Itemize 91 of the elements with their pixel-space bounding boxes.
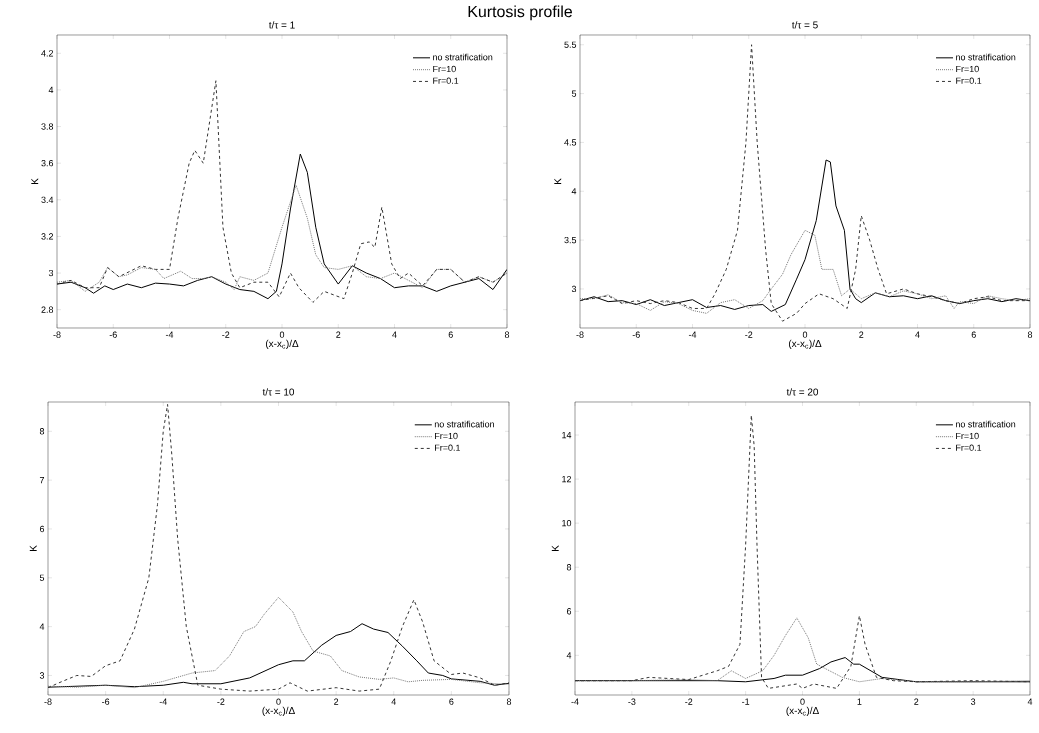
y-axis-title: K [554, 178, 562, 185]
x-tick-label: -3 [628, 698, 636, 705]
y-tick-label: 6 [39, 525, 45, 533]
legend-label: Fr=10 [956, 432, 979, 440]
y-tick-label: 3.5 [564, 236, 577, 244]
y-tick-label: 4.2 [41, 50, 54, 57]
y-tick-label: 3 [39, 672, 45, 679]
x-tick-label: 0 [276, 698, 281, 705]
x-tick-label: 6 [971, 331, 976, 338]
x-tick-label: 2 [859, 331, 864, 338]
y-tick-label: 8 [566, 564, 572, 571]
y-tick-label: 14 [562, 431, 572, 439]
x-tick-label: -4 [688, 331, 697, 338]
y-tick-label: 4 [39, 623, 45, 630]
chart-title: t/τ = 5 [791, 21, 818, 29]
x-tick-label: 8 [504, 331, 510, 338]
legend-label: Fr=10 [435, 432, 458, 440]
legend-label: no stratification [956, 53, 1016, 61]
x-tick-label: -6 [102, 698, 110, 705]
x-tick-label: -2 [685, 698, 693, 705]
x-tick-label: 4 [391, 698, 396, 705]
x-tick-label: 0 [800, 698, 805, 705]
x-tick-label: -1 [742, 698, 750, 705]
y-axis-title: K [551, 545, 559, 552]
legend-label: no stratification [433, 53, 493, 61]
x-axis-title: (x-x$_{c}$)/Δ [265, 339, 299, 349]
y-tick-label: 3.2 [41, 233, 54, 240]
y-axis-title: K [31, 178, 39, 185]
y-tick-label: 3 [48, 269, 54, 277]
legend-label: no stratification [434, 420, 494, 428]
line-series [48, 403, 509, 692]
chart-title: t/τ = 1 [268, 21, 295, 29]
y-tick-label: 3 [571, 285, 577, 293]
x-tick-label: 3 [970, 698, 976, 705]
legend-label: no stratification [956, 420, 1016, 428]
x-tick-label: -2 [217, 698, 225, 705]
legend-label: Fr=10 [433, 65, 456, 73]
x-axis-title: (x-x$_{c}$)/Δ [786, 706, 819, 716]
x-tick-label: 2 [336, 331, 341, 338]
chart-title: t/τ = 10 [262, 388, 295, 396]
legend-label: Fr=0.1 [433, 77, 459, 84]
x-tick-label: 8 [506, 698, 512, 705]
y-tick-label: 4 [48, 86, 54, 94]
text: Kurtosis profile [468, 5, 572, 21]
legend-label: Fr=10 [956, 65, 979, 73]
y-tick-label: 5 [571, 90, 577, 97]
x-tick-label: 4 [1027, 698, 1033, 705]
x-tick-label: -6 [632, 331, 640, 338]
x-tick-label: 2 [334, 698, 339, 705]
y-tick-label: 2.8 [41, 306, 54, 313]
x-tick-label: -2 [222, 331, 230, 338]
x-tick-label: 4 [392, 331, 397, 338]
y-tick-label: 12 [562, 475, 572, 483]
line-series [48, 596, 509, 689]
x-tick-label: 1 [857, 698, 862, 705]
line-series [580, 229, 1031, 314]
y-tick-label: 5 [39, 574, 45, 581]
legend-label: Fr=0.1 [435, 444, 461, 451]
chart-title: t/τ = 20 [786, 388, 819, 396]
y-tick-label: 4.5 [564, 139, 577, 146]
legend-label: Fr=0.1 [956, 77, 982, 84]
x-tick-label: -8 [53, 331, 61, 338]
x-tick-label: -4 [159, 698, 167, 705]
x-tick-label: -6 [109, 331, 117, 338]
y-tick-label: 5.5 [564, 41, 577, 48]
x-tick-label: -2 [745, 331, 753, 338]
x-axis-title: (x-x$_{c}$)/Δ [788, 339, 822, 349]
y-tick-label: 4 [566, 652, 572, 659]
x-tick-label: -4 [165, 331, 174, 338]
y-tick-label: 3.6 [41, 160, 54, 167]
x-tick-label: 0 [802, 331, 808, 338]
x-tick-label: 0 [279, 331, 285, 338]
line-series [575, 414, 1031, 689]
y-tick-label: 3.4 [41, 196, 54, 203]
y-tick-label: 4 [571, 188, 577, 195]
x-tick-label: 4 [915, 331, 920, 338]
x-tick-label: -8 [576, 331, 584, 338]
y-tick-label: 3.8 [41, 123, 54, 130]
y-tick-label: 8 [39, 428, 45, 435]
x-tick-label: 2 [914, 698, 919, 705]
y-tick-label: 10 [562, 519, 572, 527]
x-tick-label: -8 [44, 698, 52, 705]
legend-label: Fr=0.1 [956, 444, 982, 451]
y-tick-label: 7 [39, 477, 45, 484]
x-axis-title: (x-x$_{c}$)/Δ [262, 706, 295, 716]
y-axis-title: K [29, 545, 37, 552]
x-tick-label: 8 [1027, 331, 1033, 338]
x-tick-label: -4 [571, 698, 579, 705]
x-tick-label: 6 [449, 698, 454, 705]
x-tick-label: 6 [448, 331, 453, 338]
y-tick-label: 6 [566, 608, 572, 615]
